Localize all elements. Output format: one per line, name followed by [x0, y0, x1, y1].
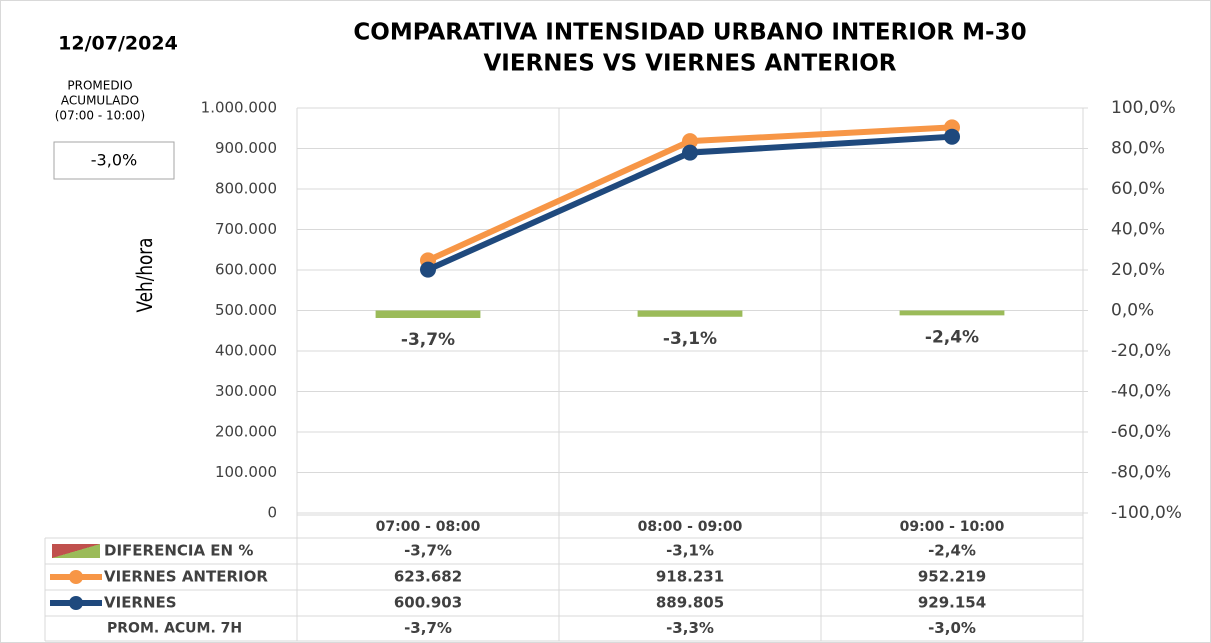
- y-tick-label: 0: [267, 504, 277, 522]
- y2-tick-label: 100,0%: [1111, 98, 1176, 118]
- average-box: [53, 141, 175, 180]
- y-tick-label: 700.000: [215, 220, 277, 238]
- data-label: -3,7%: [401, 330, 455, 350]
- y2-tick-label: 60,0%: [1111, 179, 1165, 199]
- chart-subtitle: VIERNES VS VIERNES ANTERIOR: [484, 51, 897, 77]
- caption: PROMEDIO: [67, 79, 132, 93]
- y2-tick-label: 40,0%: [1111, 220, 1165, 240]
- x-tick-label: 07:00 - 08:00: [376, 519, 481, 535]
- y-tick-label: 600.000: [215, 261, 277, 279]
- table-cell: 600.903: [394, 594, 462, 612]
- y-tick-label: 500.000: [215, 301, 277, 319]
- data-label: -3,1%: [663, 329, 717, 349]
- y-axis-label: Veh/hora: [133, 238, 157, 313]
- y2-tick-label: -60,0%: [1111, 422, 1171, 442]
- date: 12/07/2024: [58, 33, 178, 55]
- legend-label: DIFERENCIA EN %: [104, 542, 253, 560]
- legend-key: [69, 570, 83, 584]
- marker: [682, 133, 698, 150]
- legend-key: [69, 596, 83, 610]
- y2-tick-label: 80,0%: [1111, 139, 1165, 159]
- table-cell: 952.219: [918, 568, 986, 586]
- marker: [682, 144, 698, 161]
- table-cell: -3,0%: [928, 619, 976, 637]
- table-cell: 918.231: [656, 568, 724, 586]
- y2-tick-label: 0,0%: [1111, 301, 1154, 321]
- chart-title: COMPARATIVA INTENSIDAD URBANO INTERIOR M…: [353, 20, 1026, 46]
- marker: [944, 128, 960, 145]
- x-tick-label: 09:00 - 10:00: [900, 519, 1005, 535]
- table-cell: -3,1%: [666, 542, 714, 560]
- y-tick-label: 1.000.000: [201, 99, 277, 117]
- y2-tick-label: -80,0%: [1111, 463, 1171, 483]
- legend-label: VIERNES ANTERIOR: [104, 568, 268, 586]
- bar: [375, 310, 481, 318]
- legend-key: [52, 544, 100, 558]
- legend-label: VIERNES: [104, 594, 177, 612]
- caption: (07:00 - 10:00): [55, 109, 146, 123]
- average-value: -3,0%: [91, 151, 137, 170]
- table-cell: 623.682: [394, 568, 462, 586]
- y-tick-label: 800.000: [215, 180, 277, 198]
- bar: [637, 310, 743, 317]
- y2-tick-label: -100,0%: [1111, 503, 1182, 523]
- caption: ACUMULADO: [61, 94, 139, 108]
- table-cell: 929.154: [918, 594, 986, 612]
- marker: [420, 261, 436, 278]
- data-label: -2,4%: [925, 327, 979, 347]
- y2-tick-label: -20,0%: [1111, 341, 1171, 361]
- y-tick-label: 900.000: [215, 139, 277, 157]
- table-cell: -3,7%: [404, 619, 452, 637]
- table-cell: -2,4%: [928, 542, 976, 560]
- y2-tick-label: -40,0%: [1111, 382, 1171, 402]
- y2-tick-label: 20,0%: [1111, 260, 1165, 280]
- table-cell: 889.805: [656, 594, 724, 612]
- y-tick-label: 300.000: [215, 382, 277, 400]
- table-cell: -3,7%: [404, 542, 452, 560]
- table-cell: -3,3%: [666, 619, 714, 637]
- y-tick-label: 100.000: [215, 463, 277, 481]
- y-tick-label: 400.000: [215, 342, 277, 360]
- bar: [899, 310, 1005, 316]
- row-label: PROM. ACUM. 7H: [107, 621, 242, 637]
- x-tick-label: 08:00 - 09:00: [638, 519, 743, 535]
- y-tick-label: 200.000: [215, 423, 277, 441]
